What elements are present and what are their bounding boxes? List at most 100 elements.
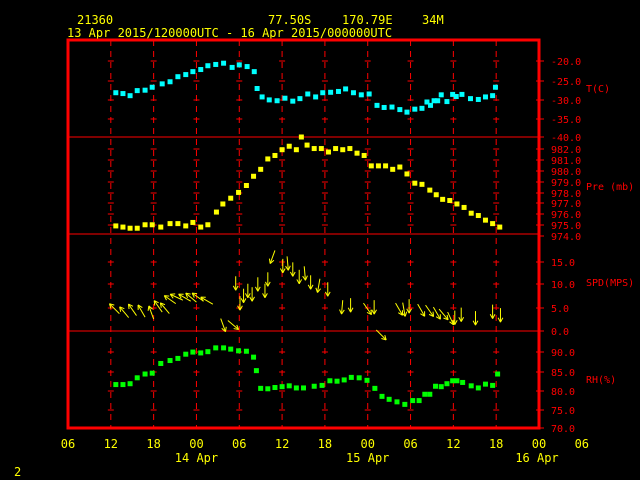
y-tick-label: 90.0 <box>551 348 575 359</box>
wind-arrow <box>169 293 184 301</box>
data-point <box>390 166 396 172</box>
wind-arrow <box>153 300 163 313</box>
wind-arrow-head <box>147 305 150 311</box>
data-point <box>453 94 459 100</box>
y-tick-label: 974.0 <box>551 232 581 243</box>
data-point <box>397 164 403 170</box>
wind-arrow-shaft <box>164 295 177 305</box>
wind-arrow-head <box>302 275 306 281</box>
wind-arrow-shaft <box>375 329 387 341</box>
data-point <box>381 104 387 110</box>
data-point <box>433 383 439 389</box>
data-point <box>440 196 446 202</box>
data-point <box>236 62 242 68</box>
wind-arrow-head <box>185 292 191 295</box>
wind-arrow-head <box>282 268 286 274</box>
data-point <box>149 222 155 228</box>
x-tick-label: 12 <box>275 437 289 451</box>
data-point <box>127 381 133 387</box>
wind-arrow <box>315 278 321 293</box>
wind-arrow-head <box>279 268 284 274</box>
data-point <box>438 384 444 390</box>
x-tick-label: 06 <box>575 437 589 451</box>
y-axis-4: 90.0 85.0 80.0 75.0 70.0 RH(%) <box>539 348 616 435</box>
data-point <box>320 90 326 96</box>
data-point <box>311 383 317 389</box>
data-point <box>228 195 234 201</box>
x-tick-label: 00 <box>532 437 546 451</box>
wind-arrow <box>178 293 191 302</box>
wind-arrow-head <box>153 300 159 304</box>
data-point <box>286 383 292 389</box>
data-point <box>490 93 496 99</box>
wind-arrow-head <box>268 258 271 264</box>
data-point <box>134 225 140 231</box>
wind-arrow-shaft <box>191 292 204 302</box>
wind-arrow-shaft <box>363 302 372 315</box>
y-tick-label: 70.0 <box>551 424 575 435</box>
wind-arrow-shaft <box>269 250 276 264</box>
wind-arrow <box>109 303 120 314</box>
data-point <box>428 102 434 108</box>
wind-arrow-head <box>401 312 406 317</box>
wind-arrow-head <box>235 285 239 291</box>
page-number: 2 <box>14 465 22 479</box>
wind-arrow-head <box>192 292 198 295</box>
wind-arrow-head <box>119 306 125 310</box>
data-point <box>158 224 164 230</box>
panel-label: SPD(MPS) <box>586 278 634 289</box>
data-point <box>450 378 456 384</box>
data-point <box>258 385 264 391</box>
y-axis-3: 15.0 10.0 5.0 0.0 SPD(MPS) <box>539 258 634 338</box>
data-point <box>221 60 227 66</box>
wind-arrow <box>307 275 314 290</box>
data-point <box>327 378 333 384</box>
data-point <box>348 374 354 380</box>
wind-arrow-head <box>451 319 456 325</box>
data-point <box>460 379 466 385</box>
data-point <box>221 345 227 351</box>
data-point <box>402 401 408 407</box>
wind-arrow-head <box>221 328 226 333</box>
data-point <box>427 391 433 397</box>
data-point <box>175 355 181 361</box>
wind-arrow-head <box>254 286 259 292</box>
wind-arrow-head <box>446 314 449 320</box>
wind-arrow-shaft <box>148 305 155 320</box>
data-point <box>167 358 173 364</box>
data-point <box>213 209 219 215</box>
data-point <box>113 382 119 388</box>
data-point <box>198 350 204 356</box>
x-tick-label: 18 <box>489 437 503 451</box>
data-point <box>347 146 353 152</box>
data-point <box>258 166 264 172</box>
wind-arrow-head <box>178 293 182 299</box>
data-point <box>304 142 310 148</box>
wind-arrow-shaft <box>153 300 163 313</box>
data-point <box>142 371 148 377</box>
data-point <box>467 96 473 102</box>
y-tick-label: 976.0 <box>551 210 581 221</box>
wind-arrow-head <box>347 307 352 313</box>
data-point <box>213 61 219 67</box>
wind-arrow <box>395 302 404 316</box>
wind-arrow-head <box>247 293 251 298</box>
data-point <box>358 92 364 98</box>
wind-arrow <box>285 256 291 271</box>
wind-arrow-shaft <box>417 303 426 317</box>
wind-arrow-head <box>128 303 134 307</box>
data-point <box>397 107 403 113</box>
series-2 <box>113 134 503 231</box>
data-point <box>394 399 400 405</box>
y-tick-label: -40.0 <box>551 133 581 144</box>
y-tick-label: 981.0 <box>551 156 581 167</box>
x-tick-label: 12 <box>104 437 118 451</box>
data-point <box>298 134 304 140</box>
wind-arrow <box>232 276 239 291</box>
wind-arrow <box>432 306 441 320</box>
wind-arrow-head <box>497 317 501 323</box>
wind-arrow-head <box>269 259 275 264</box>
data-point <box>243 183 249 188</box>
wind-arrow-head <box>185 292 189 298</box>
data-point <box>265 386 271 392</box>
